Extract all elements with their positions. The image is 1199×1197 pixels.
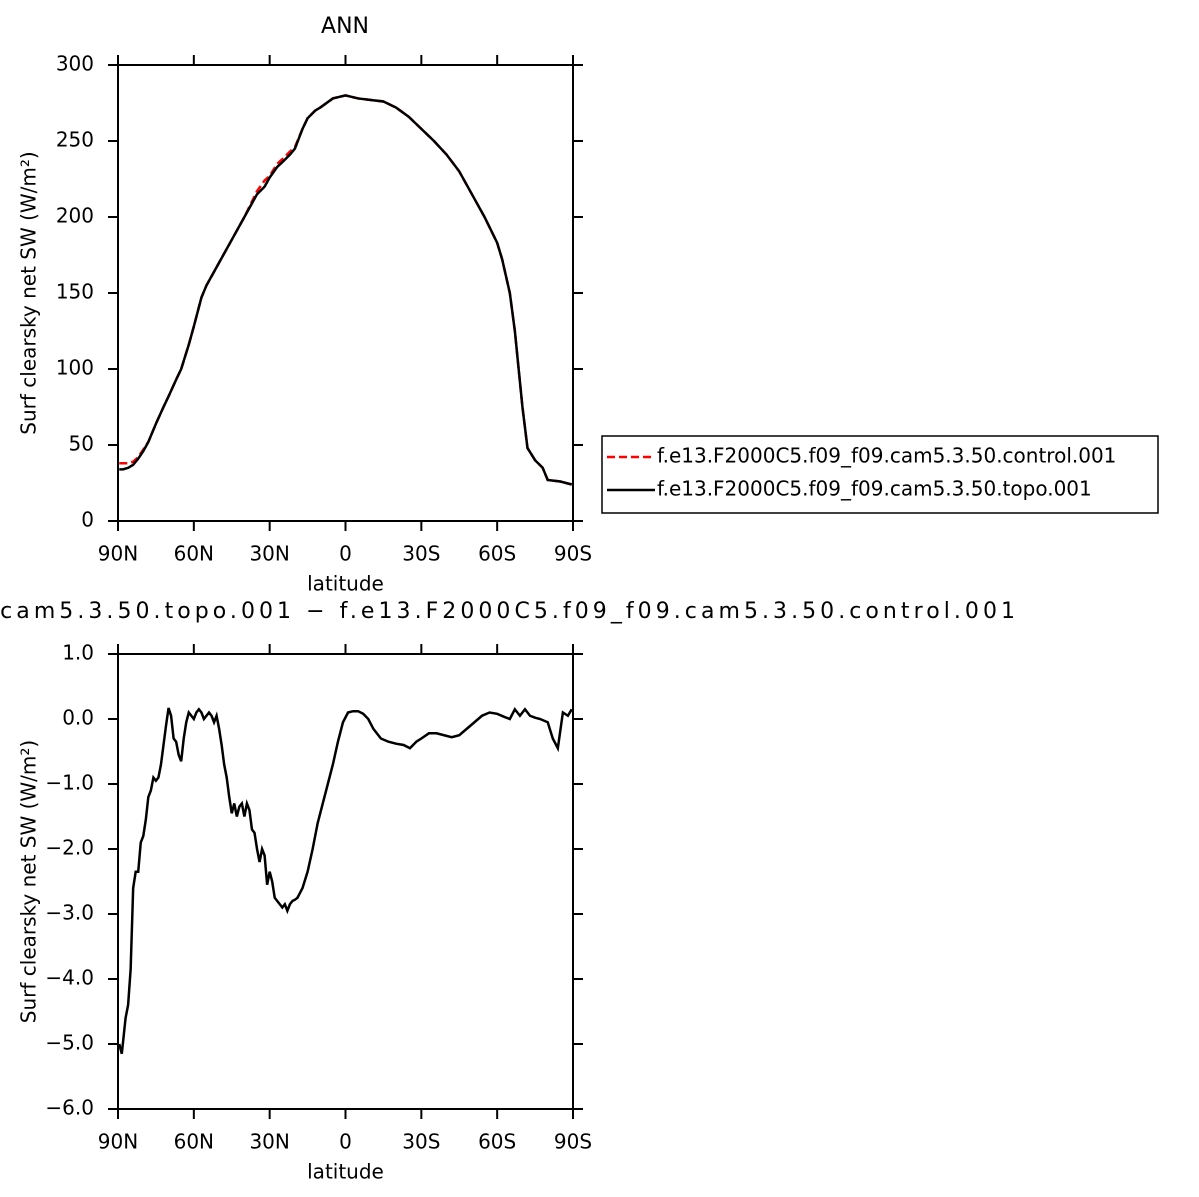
data-line [119, 94, 573, 486]
x-tick-label: 90N [98, 1130, 138, 1154]
y-tick-label: 100 [56, 356, 94, 380]
y-tick-label: −4.0 [45, 966, 94, 990]
y-tick-label: 300 [56, 52, 94, 76]
y-tick-label: −3.0 [45, 901, 94, 925]
data-line [118, 706, 573, 1055]
data-line [119, 94, 573, 486]
x-tick-label: 30N [249, 542, 289, 566]
x-tick-label: 0 [339, 1130, 352, 1154]
x-tick-label: 60N [174, 1130, 214, 1154]
x-tick-label: 90S [554, 1130, 592, 1154]
x-tick-label: 30S [402, 542, 440, 566]
legend-label: f.e13.F2000C5.f09_f09.cam5.3.50.topo.001 [657, 477, 1092, 501]
y-tick-label: 0.0 [62, 706, 94, 730]
y-tick-label: 1.0 [62, 641, 94, 665]
x-tick-label: 60N [174, 542, 214, 566]
x-tick-label: 90N [98, 542, 138, 566]
legend-box [601, 435, 1159, 514]
x-tick-label: 60S [478, 1130, 516, 1154]
y-tick-label: 250 [56, 128, 94, 152]
y-tick-label: −1.0 [45, 771, 94, 795]
y-axis-label: Surf clearsky net SW (W/m²) [17, 151, 41, 434]
y-tick-label: 200 [56, 204, 94, 228]
x-axis-label: latitude [307, 1160, 384, 1184]
y-axis-label: Surf clearsky net SW (W/m²) [17, 740, 41, 1023]
y-tick-label: −6.0 [45, 1096, 94, 1120]
x-tick-label: 0 [339, 542, 352, 566]
x-tick-label: 60S [478, 542, 516, 566]
y-tick-label: −5.0 [45, 1031, 94, 1055]
plot-frame [117, 64, 574, 522]
x-tick-label: 30S [402, 1130, 440, 1154]
x-tick-label: 30N [249, 1130, 289, 1154]
y-tick-label: 50 [69, 432, 94, 456]
y-tick-label: −2.0 [45, 836, 94, 860]
y-tick-label: 150 [56, 280, 94, 304]
chart-title: ANN [321, 14, 369, 39]
legend-label: f.e13.F2000C5.f09_f09.cam5.3.50.control.… [657, 444, 1116, 468]
x-axis-label: latitude [307, 572, 384, 596]
chart-title: f.e13.F2000C5.f09_f09.cam5.3.50.topo.001… [0, 599, 1015, 624]
y-tick-label: 0 [81, 508, 94, 532]
x-tick-label: 90S [554, 542, 592, 566]
